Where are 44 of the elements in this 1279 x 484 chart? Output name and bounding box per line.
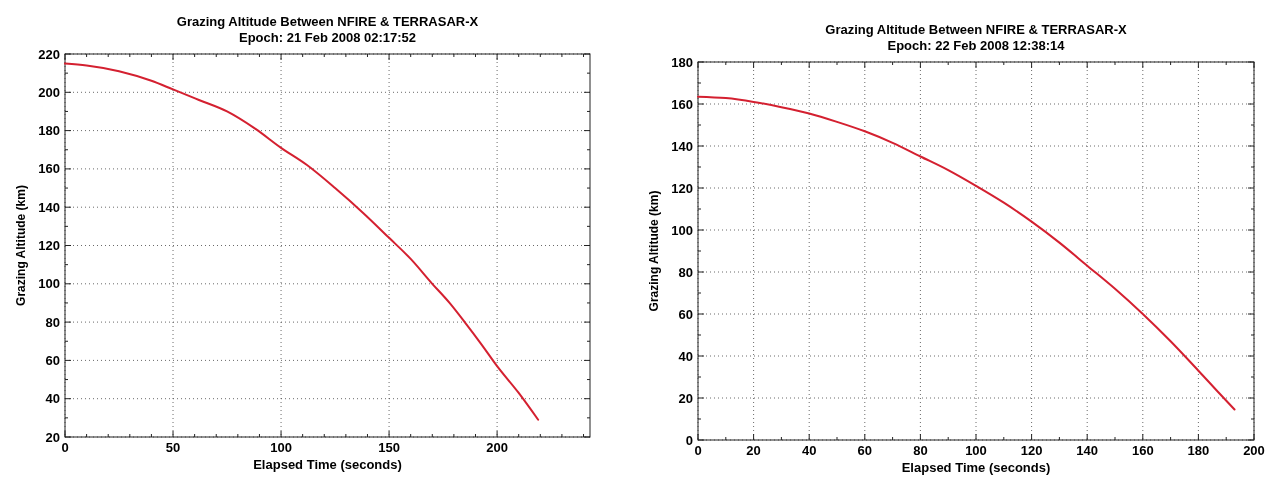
x-tick-label: 200 — [1243, 443, 1265, 458]
x-axis-title: Elapsed Time (seconds) — [901, 460, 1051, 475]
x-tick-label: 180 — [1187, 443, 1210, 458]
x-tick-label: 100 — [270, 440, 292, 455]
x-tick-label: 40 — [801, 443, 817, 458]
x-tick-label: 140 — [1076, 443, 1099, 458]
y-tick-label: 120 — [38, 238, 60, 253]
y-tick-label: 60 — [45, 352, 60, 368]
x-tick-label: 80 — [913, 443, 928, 458]
chart-title: Grazing Altitude Between NFIRE & TERRASAR-X — [825, 22, 1128, 37]
y-tick-label: 140 — [671, 138, 693, 154]
y-tick-label: 20 — [678, 390, 693, 406]
y-tick-label: 180 — [671, 54, 693, 70]
y-tick-label: 200 — [38, 84, 60, 100]
y-tick-label: 160 — [38, 161, 60, 177]
y-tick-label: 80 — [45, 314, 60, 330]
x-tick-label: 100 — [965, 443, 987, 458]
y-tick-label: 220 — [38, 46, 60, 62]
y-tick-label: 20 — [45, 429, 60, 445]
chart-subtitle: Epoch: 22 Feb 2008 12:38:14 — [887, 38, 1066, 53]
y-tick-label: 40 — [678, 348, 693, 364]
x-tick-label: 200 — [486, 440, 508, 455]
y-tick-label: 100 — [38, 276, 60, 292]
x-tick-label: 20 — [746, 443, 761, 458]
x-tick-label: 150 — [378, 440, 400, 455]
line-series — [697, 95, 1236, 411]
line-series — [64, 62, 540, 421]
y-tick-label: 160 — [671, 96, 693, 112]
y-tick-label: 60 — [678, 306, 693, 322]
x-tick-label: 160 — [1131, 443, 1154, 458]
y-tick-label: 180 — [38, 123, 60, 139]
y-axis-title: Grazing Altitude (km) — [14, 185, 28, 306]
x-tick-label: 60 — [857, 443, 873, 458]
y-tick-label: 120 — [671, 180, 693, 196]
y-axis-title: Grazing Altitude (km) — [647, 190, 661, 312]
chart-subtitle: Epoch: 21 Feb 2008 02:17:52 — [238, 30, 417, 45]
y-tick-label: 140 — [38, 199, 60, 215]
y-tick-label: 80 — [678, 264, 693, 280]
x-tick-label: 120 — [1020, 443, 1043, 458]
x-tick-label: 50 — [165, 440, 181, 455]
y-tick-label: 40 — [45, 391, 60, 407]
x-axis-title: Elapsed Time (seconds) — [253, 457, 402, 472]
y-tick-label: 100 — [671, 222, 693, 238]
chart-title: Grazing Altitude Between NFIRE & TERRASAR-X — [176, 14, 479, 29]
